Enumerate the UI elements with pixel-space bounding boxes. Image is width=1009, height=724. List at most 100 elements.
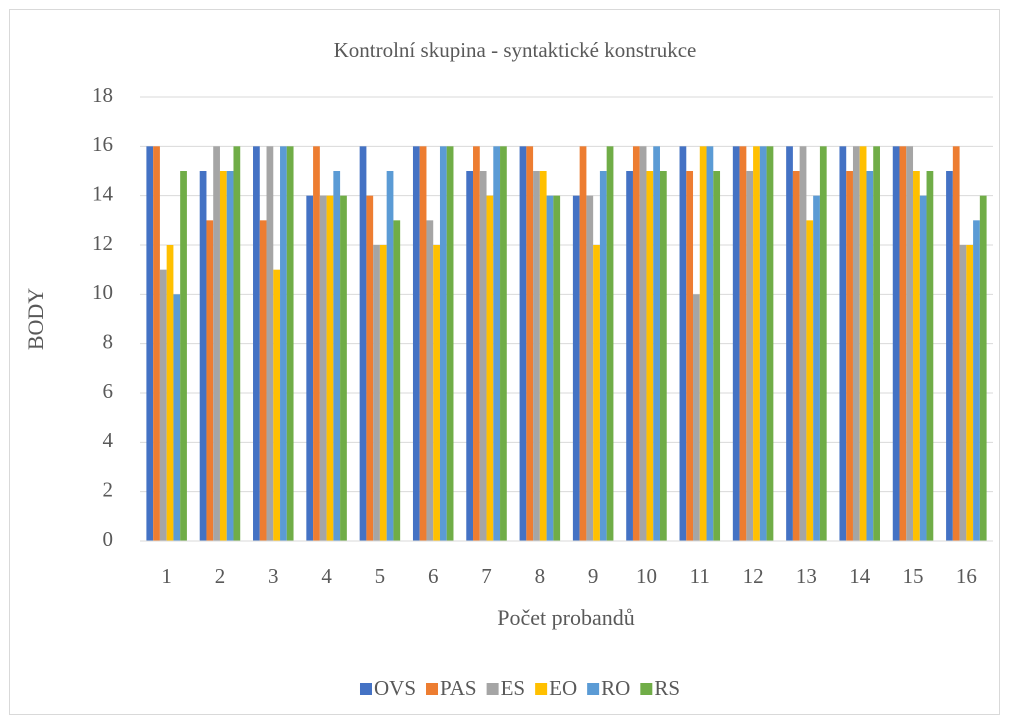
bar <box>226 171 234 541</box>
bar <box>313 146 320 542</box>
bar <box>806 220 814 542</box>
bar <box>273 269 281 541</box>
bar <box>319 195 327 541</box>
x-tick-label: 9 <box>588 564 599 588</box>
x-tick-label: 5 <box>375 564 386 588</box>
bar <box>632 146 640 542</box>
bar <box>359 146 367 542</box>
x-tick-label: 8 <box>535 564 546 588</box>
bar <box>426 220 434 542</box>
bar <box>259 220 267 542</box>
bar <box>926 171 934 541</box>
bar <box>859 146 867 542</box>
bar <box>473 146 480 542</box>
bar <box>753 146 760 542</box>
legend-label: RO <box>601 676 630 700</box>
bar <box>533 171 540 541</box>
bar <box>379 245 387 541</box>
bar <box>866 171 874 541</box>
bar <box>153 146 160 542</box>
legend-label: ES <box>501 676 526 700</box>
legend-swatch <box>359 683 372 695</box>
bar <box>739 146 747 542</box>
bar <box>839 146 847 542</box>
bar <box>713 171 721 541</box>
bar <box>466 171 474 541</box>
chart-title: Kontrolní skupina - syntaktické konstruk… <box>334 38 697 62</box>
x-tick-label: 10 <box>636 564 657 588</box>
bar <box>786 146 793 542</box>
legend-swatch <box>587 683 600 695</box>
bar <box>266 146 274 542</box>
y-tick-label: 8 <box>103 329 114 353</box>
y-tick-label: 14 <box>92 181 114 205</box>
bar <box>646 171 654 541</box>
bar <box>479 171 487 541</box>
bar <box>253 146 260 542</box>
bar <box>966 245 974 541</box>
bar <box>219 171 227 541</box>
bar <box>280 146 287 542</box>
bar <box>553 195 561 541</box>
bar <box>439 146 447 542</box>
x-tick-label: 2 <box>215 564 226 588</box>
bar <box>159 269 167 541</box>
x-tick-label: 13 <box>796 564 817 588</box>
bar <box>746 171 754 541</box>
bar <box>699 146 707 542</box>
x-tick-label: 11 <box>690 564 710 588</box>
bar <box>653 146 660 542</box>
bar <box>500 146 507 542</box>
bar <box>539 171 547 541</box>
bar <box>819 146 827 542</box>
y-tick-label: 4 <box>103 428 114 452</box>
legend-label: OVS <box>374 676 416 700</box>
bar <box>146 146 154 542</box>
bar <box>306 195 314 541</box>
legend-swatch <box>486 683 499 695</box>
y-tick-label: 6 <box>103 379 114 403</box>
bar <box>412 146 420 542</box>
y-tick-label: 16 <box>92 132 113 156</box>
bar <box>233 146 241 542</box>
bar <box>340 195 347 541</box>
bar <box>973 220 980 542</box>
bar <box>659 171 667 541</box>
bar <box>180 171 187 541</box>
bar <box>386 171 394 541</box>
bar <box>626 171 633 541</box>
legend-label: EO <box>549 676 577 700</box>
y-tick-label: 2 <box>103 477 114 501</box>
legend-swatch <box>426 683 439 695</box>
bar <box>852 146 860 542</box>
bar <box>166 245 174 541</box>
bar <box>766 146 774 542</box>
x-axis-title: Počet probandů <box>497 605 634 630</box>
bar <box>799 146 807 542</box>
bar <box>686 171 694 541</box>
y-tick-label: 12 <box>92 231 113 255</box>
bar <box>792 171 800 541</box>
bar <box>419 146 427 542</box>
bar <box>493 146 501 542</box>
bar <box>913 171 920 541</box>
bar <box>326 195 334 541</box>
bar <box>846 171 853 541</box>
bar <box>333 171 341 541</box>
y-tick-label: 10 <box>92 280 113 304</box>
bar <box>639 146 647 542</box>
bar <box>373 245 380 541</box>
x-tick-label: 4 <box>321 564 332 588</box>
bar <box>759 146 767 542</box>
bar <box>892 146 900 542</box>
bar <box>519 146 527 542</box>
bar <box>206 220 214 542</box>
bar <box>593 245 600 541</box>
x-tick-label: 14 <box>849 564 871 588</box>
x-tick-label: 16 <box>956 564 977 588</box>
bar <box>446 146 454 542</box>
bar <box>679 146 687 542</box>
x-tick-label: 15 <box>903 564 924 588</box>
x-tick-label: 6 <box>428 564 439 588</box>
